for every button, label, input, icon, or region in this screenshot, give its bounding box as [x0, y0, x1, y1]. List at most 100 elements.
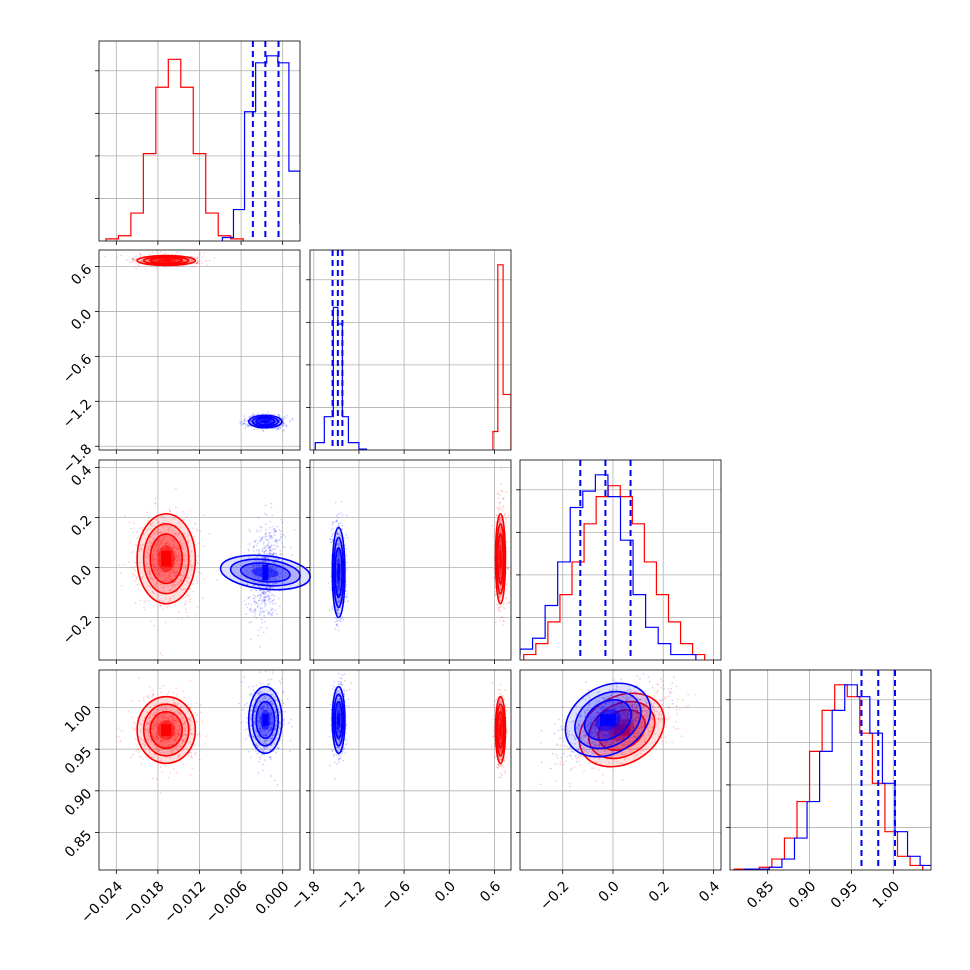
sample-point — [267, 538, 269, 541]
sample-point — [264, 546, 266, 549]
sample-point — [499, 577, 502, 580]
sample-point — [173, 738, 176, 741]
sample-point — [273, 598, 276, 601]
sample-point — [189, 707, 192, 709]
sample-point — [275, 552, 278, 555]
sample-point — [180, 618, 183, 620]
sample-point — [160, 714, 163, 717]
sample-point — [336, 609, 339, 611]
sample-point — [500, 586, 503, 589]
sample-point — [261, 602, 264, 604]
sample-point — [261, 753, 264, 756]
sample-point — [346, 596, 348, 598]
sample-point — [275, 542, 278, 544]
sample-point — [174, 572, 177, 575]
sample-point — [138, 755, 141, 758]
sample-point — [149, 535, 152, 538]
sample-point — [154, 558, 156, 561]
sample-point — [263, 741, 266, 743]
sample-point — [271, 554, 274, 556]
sample-point — [264, 557, 267, 559]
sample-point — [341, 616, 344, 618]
sample-point — [169, 571, 172, 574]
sample-point — [260, 538, 263, 541]
sample-point — [171, 706, 174, 708]
sample-point — [199, 735, 201, 737]
sample-point — [152, 605, 155, 608]
sample-point — [139, 544, 142, 546]
sample-point — [250, 603, 253, 606]
sample-point — [255, 544, 258, 547]
sample-point — [337, 543, 340, 546]
sample-point — [271, 614, 274, 617]
sample-point — [186, 615, 189, 618]
sample-point — [265, 586, 267, 589]
sample-point — [251, 573, 253, 575]
sample-point — [290, 718, 293, 721]
sample-point — [137, 748, 140, 750]
sample-point — [169, 579, 172, 582]
sample-point — [271, 607, 273, 610]
sample-point — [166, 718, 169, 721]
sample-point — [183, 543, 186, 545]
sample-point — [178, 666, 180, 668]
sample-point — [171, 744, 174, 746]
sample-point — [328, 609, 331, 612]
sample-point — [189, 260, 192, 263]
sample-point — [335, 514, 338, 517]
sample-point — [266, 544, 269, 547]
sample-point — [280, 535, 282, 538]
sample-point — [499, 520, 502, 523]
sample-point — [500, 572, 502, 575]
sample-point — [134, 259, 137, 261]
sample-point — [167, 600, 170, 603]
sample-point — [179, 727, 182, 730]
sample-point — [163, 752, 166, 754]
sample-point — [155, 552, 158, 555]
sample-point — [173, 550, 176, 553]
sample-point — [175, 259, 177, 262]
sample-point — [149, 585, 152, 588]
sample-point — [255, 566, 257, 569]
sample-point — [253, 421, 256, 423]
sample-point — [195, 262, 198, 264]
sample-point — [270, 502, 273, 505]
sample-point — [270, 421, 273, 424]
sample-point — [174, 575, 177, 578]
sample-point — [272, 672, 274, 674]
sample-point — [199, 252, 202, 254]
sample-point — [135, 261, 138, 264]
sample-point — [264, 545, 267, 547]
sample-point — [155, 734, 158, 737]
sample-point — [159, 570, 162, 572]
sample-point — [157, 567, 160, 570]
sample-point — [153, 727, 155, 730]
sample-point — [259, 594, 262, 596]
sample-point — [157, 717, 160, 720]
sample-point — [193, 540, 196, 543]
sample-point — [261, 598, 264, 601]
sample-point — [149, 706, 152, 709]
contour-line — [136, 254, 197, 267]
sample-point — [139, 731, 142, 733]
sample-point — [117, 735, 120, 738]
sample-point — [197, 262, 200, 264]
sample-point — [192, 727, 195, 730]
sample-point — [146, 711, 149, 714]
sample-point — [129, 541, 132, 544]
sample-point — [155, 568, 157, 571]
sample-point — [282, 421, 285, 423]
sample-point — [347, 600, 349, 603]
sample-point — [246, 717, 249, 720]
sample-point — [165, 579, 167, 581]
sample-point — [158, 546, 161, 548]
sample-point — [203, 578, 206, 580]
sample-point — [339, 620, 341, 623]
sample-point — [257, 413, 260, 415]
sample-point — [192, 527, 195, 530]
sample-point — [497, 492, 499, 494]
sample-point — [260, 707, 263, 710]
sample-point — [260, 594, 262, 596]
sample-point — [159, 760, 162, 762]
sample-point — [178, 566, 180, 569]
